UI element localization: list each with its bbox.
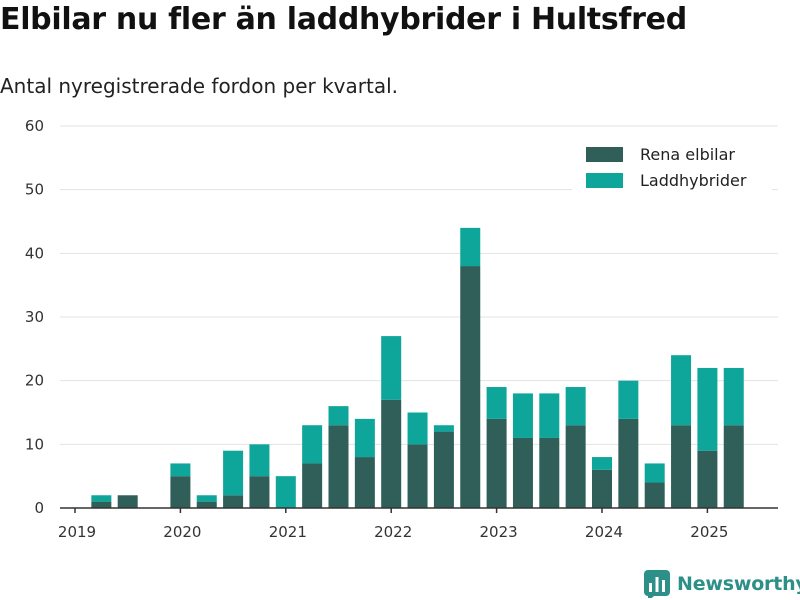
bar-laddhybrider — [249, 444, 270, 477]
bar-rena-elbilar — [328, 425, 349, 508]
x-tick-label: 2024 — [585, 523, 623, 541]
bar-rena-elbilar — [117, 495, 138, 508]
bar-rena-elbilar — [249, 476, 270, 508]
bar-laddhybrider — [565, 387, 586, 426]
x-tick-label: 2022 — [374, 523, 412, 541]
x-tick-label: 2025 — [690, 523, 728, 541]
legend-swatch — [586, 173, 623, 188]
x-tick-label: 2021 — [269, 523, 307, 541]
bar-laddhybrider — [91, 495, 112, 502]
bar-rena-elbilar — [565, 425, 586, 508]
bar-laddhybrider — [618, 380, 639, 419]
legend-label: Laddhybrider — [640, 171, 747, 190]
bar-rena-elbilar — [723, 425, 744, 508]
bar-rena-elbilar — [407, 444, 428, 508]
bar-rena-elbilar — [433, 431, 454, 508]
x-tick-label: 2023 — [480, 523, 518, 541]
bar-laddhybrider — [644, 463, 665, 483]
bar-laddhybrider — [302, 425, 323, 464]
bar-laddhybrider — [170, 463, 191, 477]
bar-laddhybrider — [460, 227, 481, 267]
bar-laddhybrider — [407, 412, 428, 445]
bar-rena-elbilar — [592, 469, 612, 508]
bar-rena-elbilar — [302, 463, 323, 508]
bar-laddhybrider — [328, 406, 349, 426]
bar-rena-elbilar — [460, 266, 481, 508]
y-axis-tick-labels: 0 10 20 30 40 50 60 — [25, 117, 44, 517]
x-tick-label: 2020 — [163, 523, 201, 541]
bar-rena-elbilar — [223, 495, 244, 508]
bars — [91, 227, 744, 508]
x-axis: 2019 2020 2021 2022 2023 2024 2025 — [58, 507, 778, 541]
y-tick-label: 40 — [25, 244, 44, 262]
bar-rena-elbilar — [671, 425, 692, 508]
bar-laddhybrider — [223, 450, 244, 496]
bar-laddhybrider — [697, 367, 718, 451]
bar-rena-elbilar — [91, 501, 112, 508]
bar-rena-elbilar — [170, 476, 191, 508]
y-tick-label: 50 — [25, 181, 44, 199]
bar-laddhybrider — [539, 393, 560, 438]
bar-laddhybrider — [354, 418, 375, 458]
chart-title: Elbilar nu fler än laddhybrider i Hultsf… — [0, 2, 687, 37]
bar-laddhybrider — [381, 336, 402, 400]
bar-rena-elbilar — [618, 418, 639, 508]
bar-laddhybrider — [671, 355, 692, 426]
bar-rena-elbilar — [512, 437, 533, 508]
bar-laddhybrider — [196, 495, 217, 502]
bar-rena-elbilar — [644, 482, 665, 508]
y-tick-label: 30 — [25, 308, 44, 326]
newsworthy-logo-icon — [644, 570, 670, 598]
brand: Newsworthy — [644, 569, 800, 599]
legend: Rena elbilar Laddhybrider — [572, 138, 772, 202]
bar-rena-elbilar — [486, 418, 507, 508]
bar-rena-elbilar — [196, 501, 217, 508]
y-tick-label: 10 — [25, 435, 44, 453]
bar-laddhybrider — [486, 387, 507, 419]
bar-laddhybrider — [275, 476, 296, 508]
bar-laddhybrider — [592, 457, 612, 470]
chart-subtitle: Antal nyregistrerade fordon per kvartal. — [0, 74, 399, 98]
y-tick-label: 0 — [34, 499, 44, 517]
legend-label: Rena elbilar — [640, 145, 735, 164]
bar-rena-elbilar — [539, 437, 560, 508]
legend-swatch — [586, 147, 623, 162]
bar-laddhybrider — [723, 367, 744, 426]
bar-rena-elbilar — [354, 457, 375, 508]
bar-laddhybrider — [433, 425, 454, 432]
brand-name: Newsworthy — [677, 573, 800, 595]
bar-rena-elbilar — [381, 399, 402, 508]
y-tick-label: 60 — [25, 117, 44, 135]
x-tick-label: 2019 — [58, 523, 96, 541]
y-tick-label: 20 — [25, 372, 44, 390]
bar-rena-elbilar — [697, 450, 718, 508]
bar-laddhybrider — [512, 393, 533, 438]
